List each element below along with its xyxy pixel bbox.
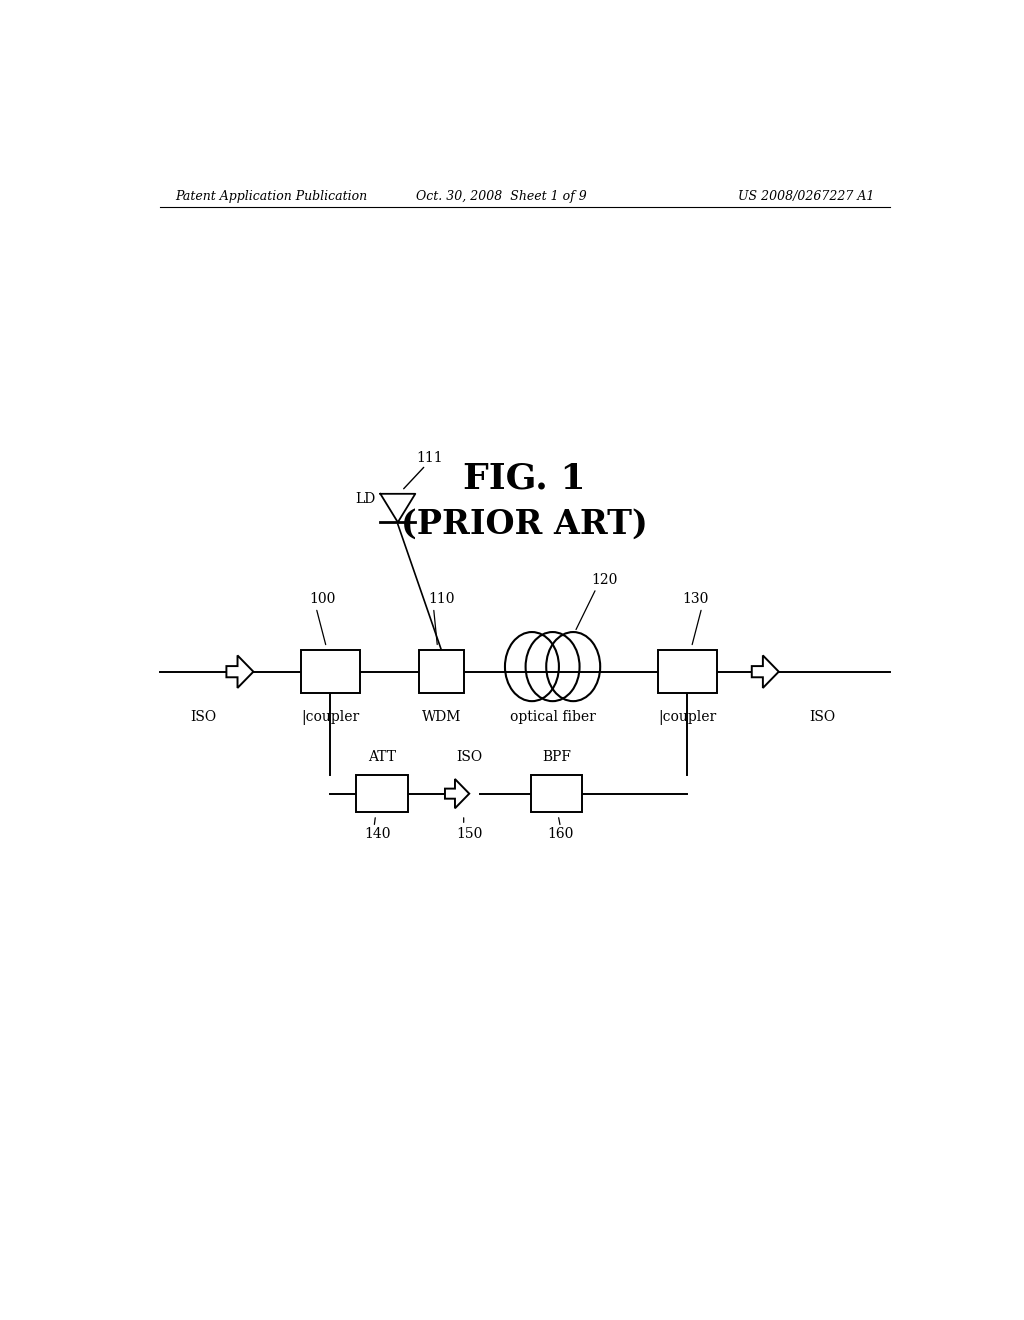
Text: US 2008/0267227 A1: US 2008/0267227 A1 [737, 190, 873, 202]
Text: Patent Application Publication: Patent Application Publication [176, 190, 368, 202]
Text: 140: 140 [365, 828, 391, 841]
Bar [301, 651, 360, 693]
Text: 111: 111 [416, 451, 443, 465]
Text: Oct. 30, 2008  Sheet 1 of 9: Oct. 30, 2008 Sheet 1 of 9 [416, 190, 587, 202]
Text: 120: 120 [591, 573, 617, 587]
Polygon shape [752, 656, 778, 688]
Text: ISO: ISO [809, 710, 836, 725]
Text: BPF: BPF [542, 750, 571, 764]
Bar [657, 651, 717, 693]
Bar [419, 651, 464, 693]
Text: FIG. 1: FIG. 1 [464, 462, 586, 495]
Text: ISO: ISO [190, 710, 216, 725]
Polygon shape [226, 656, 253, 688]
Polygon shape [445, 779, 469, 808]
Text: 150: 150 [456, 828, 482, 841]
Text: ISO: ISO [456, 750, 482, 764]
Bar [530, 775, 583, 812]
Text: 160: 160 [547, 828, 573, 841]
Text: |coupler: |coupler [301, 710, 359, 725]
Text: LD: LD [355, 492, 376, 506]
Text: optical fiber: optical fiber [510, 710, 596, 725]
Text: 130: 130 [682, 591, 709, 606]
Text: (PRIOR ART): (PRIOR ART) [401, 508, 648, 541]
Text: WDM: WDM [422, 710, 461, 725]
Text: |coupler: |coupler [658, 710, 717, 725]
Text: 100: 100 [309, 591, 336, 606]
Text: 110: 110 [428, 591, 455, 606]
Bar [356, 775, 408, 812]
Text: ATT: ATT [368, 750, 396, 764]
